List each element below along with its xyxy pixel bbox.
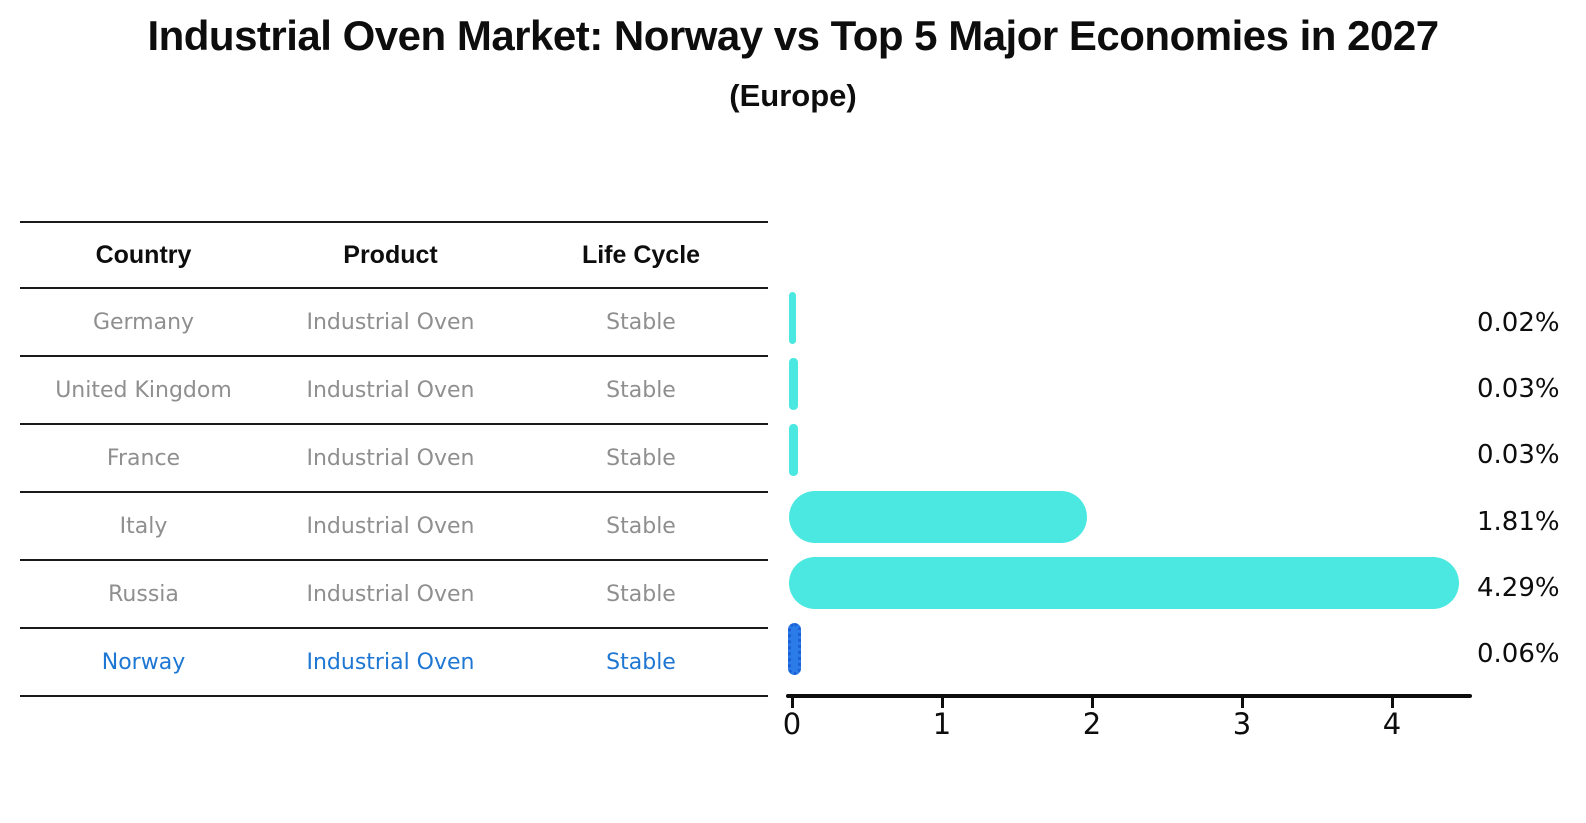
table-row: Russia Industrial Oven Stable [20, 561, 768, 629]
cell-product: Industrial Oven [306, 377, 475, 403]
bar-value-label: 1.81% [1477, 506, 1560, 537]
bar [789, 292, 796, 344]
bar [789, 490, 1087, 543]
x-axis-tick-label: 3 [1232, 707, 1252, 741]
chart-title: Industrial Oven Market: Norway vs Top 5 … [147, 12, 1439, 59]
x-axis-tick [790, 694, 794, 708]
table-row: United Kingdom Industrial Oven Stable [20, 357, 768, 425]
table-header-row: Country Product Life Cycle [20, 223, 768, 289]
x-axis-tick-label: 2 [1082, 707, 1102, 741]
cell-country: Italy [119, 513, 168, 539]
table-row: Italy Industrial Oven Stable [20, 493, 768, 561]
x-axis-tick-label: 0 [782, 707, 802, 741]
cell-country: Norway [101, 649, 186, 675]
market-table: Country Product Life Cycle Germany Indus… [20, 221, 768, 697]
cell-life-cycle: Stable [606, 377, 676, 403]
bar [789, 556, 1459, 609]
bar [789, 358, 798, 411]
cell-product: Industrial Oven [306, 309, 475, 335]
cell-life-cycle: Stable [606, 581, 676, 607]
bar-value-label: 4.29% [1477, 572, 1560, 603]
cell-country: United Kingdom [55, 377, 232, 403]
table-row-norway: Norway Industrial Oven Stable [20, 629, 768, 697]
column-header-country: Country [95, 240, 192, 269]
x-axis-tick-label: 1 [932, 707, 952, 741]
bar-value-label: 0.02% [1477, 308, 1560, 338]
cell-product: Industrial Oven [306, 649, 475, 675]
table-row: Germany Industrial Oven Stable [20, 289, 768, 357]
x-axis-tick [1390, 694, 1394, 708]
column-header-life-cycle: Life Cycle [581, 240, 701, 269]
bar-value-label: 0.03% [1477, 374, 1560, 405]
cell-country: France [106, 445, 181, 471]
bar-norway [788, 623, 801, 675]
x-axis-tick [940, 694, 944, 708]
x-axis-tick [1240, 694, 1244, 708]
bar-value-label: 0.03% [1477, 440, 1560, 471]
cell-life-cycle: Stable [606, 649, 676, 675]
table-row: France Industrial Oven Stable [20, 425, 768, 493]
cell-product: Industrial Oven [306, 581, 475, 607]
cell-country: Germany [92, 309, 195, 335]
column-header-product: Product [343, 240, 438, 269]
x-axis-tick-label: 4 [1382, 707, 1402, 741]
cell-life-cycle: Stable [606, 513, 676, 539]
x-axis-tick [1090, 694, 1094, 708]
cell-product: Industrial Oven [306, 445, 475, 471]
chart-subtitle: (Europe) [729, 78, 857, 113]
cell-life-cycle: Stable [606, 445, 676, 471]
cell-life-cycle: Stable [606, 309, 676, 335]
bar-value-label: 0.06% [1477, 639, 1560, 669]
cell-product: Industrial Oven [306, 513, 475, 539]
x-axis-line [786, 694, 1472, 698]
bar [789, 424, 798, 477]
cell-country: Russia [108, 581, 179, 607]
